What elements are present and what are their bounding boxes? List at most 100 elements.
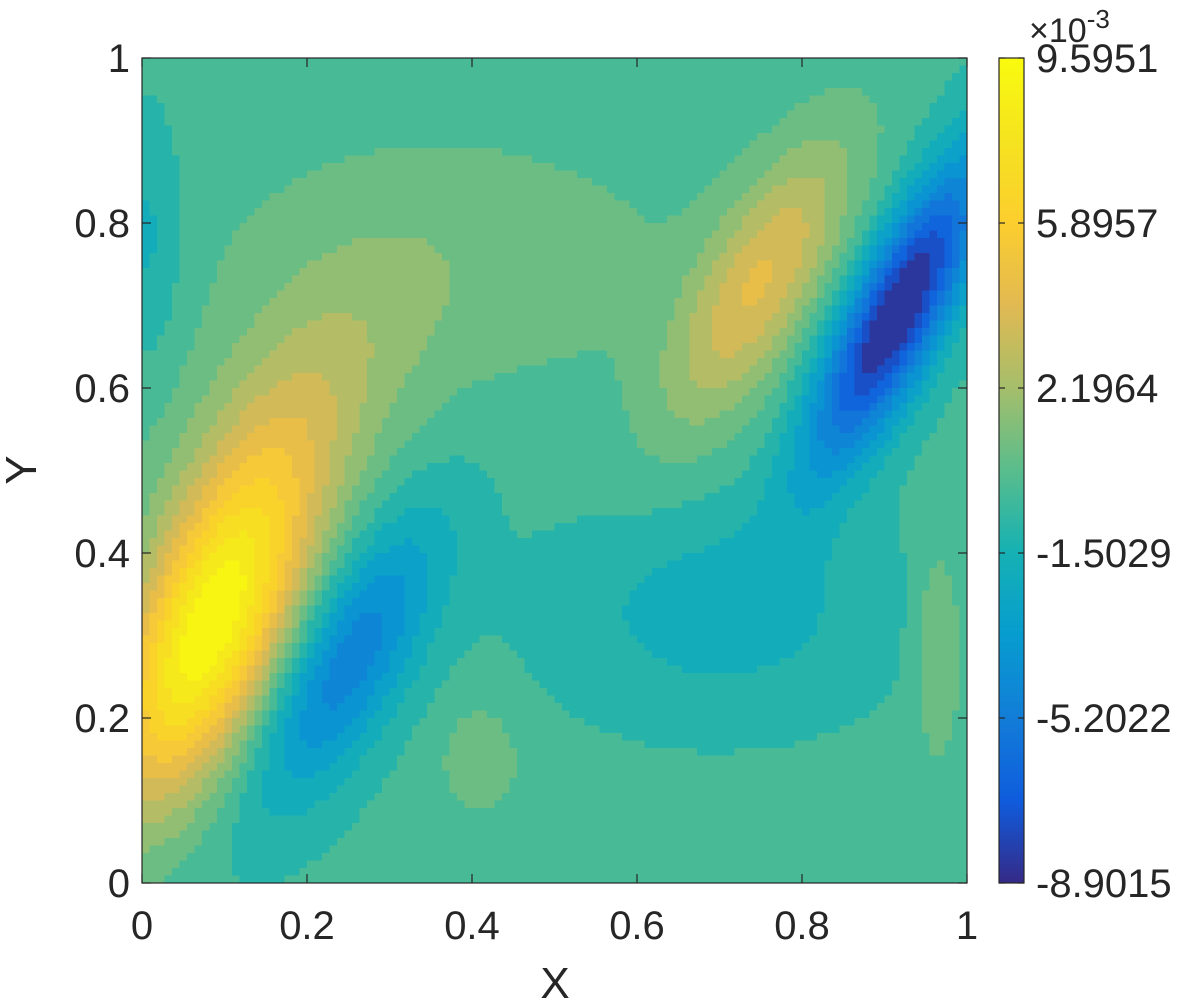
contour-cell [764,433,781,442]
contour-cell [337,245,436,254]
contour-cell [239,815,361,824]
contour-cell [854,500,901,509]
contour-cell [929,583,953,592]
contour-cell [719,350,736,359]
contour-cell [142,703,158,712]
contour-cell [419,718,458,727]
contour-cell [307,658,323,667]
contour-cell [164,628,173,637]
contour-cell [194,335,241,344]
contour-cell [877,133,916,142]
contour-cell [952,395,967,404]
contour-cell [839,523,901,532]
contour-cell [862,275,871,284]
contour-cell [869,313,878,322]
contour-cell [427,238,706,247]
contour-cell [697,253,721,262]
contour-cell [907,148,923,157]
contour-cell [734,433,766,442]
contour-cell [359,755,398,764]
contour-cell [172,283,211,292]
contour-cell [397,448,646,457]
contour-cell [142,830,181,839]
contour-cell [172,650,181,659]
contour-cell [757,500,796,509]
contour-cell [929,290,938,299]
contour-cell [239,628,256,637]
contour-cell [907,238,916,247]
contour-cell [157,650,173,659]
contour-cell [179,178,293,187]
contour-cell [352,598,406,607]
contour-cell [794,103,878,112]
contour-cell [817,470,833,479]
contour-cell [239,665,248,674]
contour-cell [832,253,841,262]
contour-cell [314,605,331,614]
contour-cell [194,605,241,614]
contour-cell [959,268,967,277]
contour-cell [959,335,967,344]
contour-cell [787,485,841,494]
contour-cell [254,665,263,674]
contour-cell [914,365,923,374]
contour-cell [142,380,181,389]
contour-cell [299,733,338,742]
contour-cell [877,313,916,322]
contour-cell [374,575,406,584]
x-axis-label: X [540,959,569,1001]
contour-cell [449,598,631,607]
contour-cell [172,755,196,764]
contour-cell [929,268,938,277]
contour-cell [202,718,218,727]
contour-cell [892,238,901,247]
contour-cell [427,643,473,652]
contour-cell [217,463,241,472]
contour-cell [869,268,878,277]
contour-cell [442,680,541,689]
contour-cell [824,238,841,247]
contour-cell [284,448,316,457]
contour-cell [299,658,308,667]
contour-cell [337,410,361,419]
contour-cell [209,290,278,299]
contour-cell [772,388,788,397]
contour-cell [757,230,811,239]
contour-cell [172,598,188,607]
contour-cell [959,613,967,622]
contour-cell [329,560,346,569]
contour-cell [937,275,946,284]
contour-cell [532,673,901,682]
contour-cell [922,695,961,704]
contour-cell [172,133,758,142]
contour-cell [149,718,166,727]
contour-cell [359,478,376,487]
contour-cell [142,545,151,554]
contour-cell [704,493,766,502]
contour-cell [202,433,226,442]
contour-cell [824,560,908,569]
contour-cell [314,440,331,449]
contour-cell [344,463,368,472]
contour-cell [157,703,211,712]
contour-cell [367,493,391,502]
contour-cell [809,403,826,412]
contour-cell [389,403,443,412]
contour-cell [382,613,406,622]
contour-cell [914,125,946,134]
contour-cell [824,328,833,337]
contour-cell [157,245,181,254]
contour-cell [847,463,863,472]
contour-cell [839,380,856,389]
contour-cell [194,448,218,457]
contour-cell [164,620,181,629]
contour-cell [847,178,871,187]
contour-cell [337,500,346,509]
contour-cell [314,800,368,809]
contour-cell [239,643,248,652]
contour-cell [869,485,901,494]
contour-cell [929,305,938,314]
contour-cell [149,620,158,629]
contour-cell [929,358,938,367]
contour-cell [839,328,848,337]
